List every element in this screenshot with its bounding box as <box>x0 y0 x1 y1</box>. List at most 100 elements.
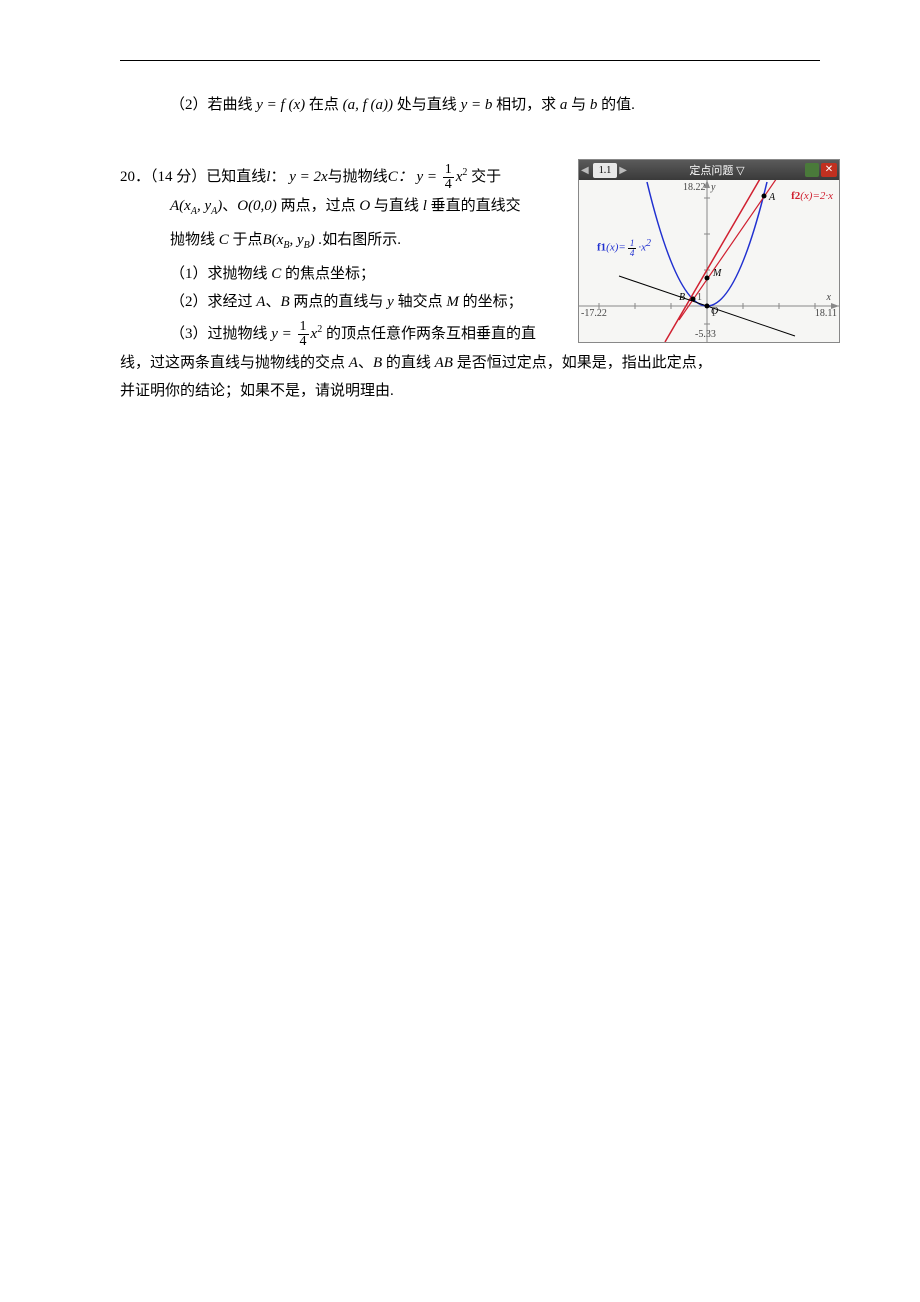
q20-l2: A(xA, yA)、O(0,0) 两点，过点 O 与直线 l 垂直的直线交 <box>120 192 566 226</box>
text: 轴交点 <box>394 294 447 310</box>
nav-right-icon: ▶ <box>617 165 629 176</box>
text: 在点 <box>309 97 339 113</box>
text: 垂直的直线交 <box>427 198 521 214</box>
text: 处与直线 <box>397 97 461 113</box>
var-B: B <box>280 294 289 310</box>
text: 如右图所示. <box>322 232 401 248</box>
q19-line: （2）若曲线 y = f (x) 在点 (a, f (a)) 处与直线 y = … <box>120 91 840 119</box>
x-axis-label: x <box>827 292 831 303</box>
text: 两点，过点 <box>277 198 360 214</box>
y-axis-label: y <box>711 182 715 193</box>
num: 1 <box>443 163 454 178</box>
q20-tail1: 线，过这两条直线与抛物线的交点 A、B 的直线 AB 是否恒过定点，如果是，指出… <box>90 349 840 377</box>
q20-p1: （1）求抛物线 C 的焦点坐标； <box>120 260 566 288</box>
text: 、 <box>265 294 280 310</box>
f2-label: f2(x)=2·x <box>791 190 833 202</box>
q20-p3: （3）过抛物线 y = 14x2 的顶点任意作两条互相垂直的直 <box>120 316 566 349</box>
page: （2）若曲线 y = f (x) 在点 (a, f (a)) 处与直线 y = … <box>0 0 920 465</box>
text: 的坐标； <box>459 294 523 310</box>
fraction: 14 <box>443 163 454 192</box>
text: 与 <box>571 97 590 113</box>
fraction: 14 <box>298 320 309 349</box>
text: 交于 <box>467 169 501 185</box>
eq: y = b <box>461 97 493 113</box>
eq: , y <box>289 232 303 248</box>
text: 、 <box>358 355 373 371</box>
f1-name: f1 <box>597 242 606 254</box>
var-y: y <box>387 294 394 310</box>
text: 相切，求 <box>496 97 560 113</box>
eq: (a, f (a)) <box>343 97 393 113</box>
x-right-label: 18.11 <box>815 308 837 319</box>
qnum: 20． <box>120 169 150 185</box>
num: 1 <box>298 320 309 335</box>
eq: y = f (x) <box>256 97 305 113</box>
var-a: a <box>560 97 568 113</box>
f2-name: f2 <box>791 190 800 202</box>
pt-O: O <box>711 306 718 317</box>
f1-sq: 2 <box>646 238 651 249</box>
figure-titlebar: ◀ 1.1 ▶ 定点问题 ▽ ✕ <box>579 160 839 180</box>
var-O: O <box>359 198 370 214</box>
tab-label: 1.1 <box>593 163 618 178</box>
text: （2）若曲线 <box>170 97 256 113</box>
window-close-icon: ✕ <box>821 163 837 177</box>
window-min-icon <box>805 163 819 177</box>
text: （2）求经过 <box>170 294 256 310</box>
den: 4 <box>628 249 637 258</box>
top-rule <box>120 60 820 61</box>
text: 与抛物线 <box>328 169 388 185</box>
text: 线，过这两条直线与抛物线的交点 <box>120 355 349 371</box>
q20-tail2: 并证明你的结论；如果不是，请说明理由. <box>90 377 840 405</box>
text: 的焦点坐标； <box>281 266 375 282</box>
q20-l1: 20．（14 分）已知直线l： y = 2x与抛物线C： y = 14x2 交于 <box>120 159 566 192</box>
q20-l3: 抛物线 C 于点B(xB, yB) .如右图所示. <box>120 226 566 260</box>
den: 4 <box>298 335 309 349</box>
plot-area: 18.22 y -17.22 18.11 -5.33 x 1 1 f1(x)=1… <box>579 180 839 342</box>
text: 的值. <box>601 97 635 113</box>
var-A: A <box>349 355 358 371</box>
eq: B(x <box>263 232 284 248</box>
var-C: C： <box>388 169 413 185</box>
eq: , y <box>197 198 211 214</box>
eq: A(x <box>170 198 191 214</box>
text: 的直线 <box>382 355 435 371</box>
q20-p2: （2）求经过 A、B 两点的直线与 y 轴交点 M 的坐标； <box>120 288 566 316</box>
eq: O(0,0) <box>237 198 277 214</box>
y-bot-label: -5.33 <box>695 329 716 340</box>
var-M: M <box>446 294 459 310</box>
nav-left-icon: ◀ <box>579 165 591 176</box>
f1-x: ·x <box>638 242 646 254</box>
eq: ) . <box>310 232 323 248</box>
text: 、 <box>222 198 237 214</box>
tick-1y: 1 <box>697 292 702 303</box>
pt-M: M <box>713 268 721 279</box>
x-left-label: -17.22 <box>581 308 607 319</box>
var-C: C <box>219 232 229 248</box>
title-text: 定点问题 <box>689 165 733 177</box>
f1-frac: 14 <box>628 239 637 258</box>
plot-svg <box>579 180 839 342</box>
eq: y = <box>271 326 292 342</box>
pt-B: B <box>679 292 685 303</box>
eq: y = 2x <box>289 169 327 185</box>
den: 4 <box>443 178 454 192</box>
text: ： <box>270 169 285 185</box>
spacer <box>120 119 840 159</box>
figure-title: 定点问题 ▽ <box>629 162 805 178</box>
f1-eq: (x)= <box>606 242 626 254</box>
y-top-label: 18.22 <box>683 182 706 193</box>
text: 两点的直线与 <box>290 294 388 310</box>
text: 的顶点任意作两条互相垂直的直 <box>322 326 536 342</box>
calculator-figure: ◀ 1.1 ▶ 定点问题 ▽ ✕ <box>578 159 840 343</box>
text: 抛物线 <box>170 232 219 248</box>
pts: （14 分） <box>150 169 206 185</box>
text: （1）求抛物线 <box>170 266 271 282</box>
f2-eq: (x)=2·x <box>800 190 833 202</box>
var-C: C <box>271 266 281 282</box>
text: 与直线 <box>370 198 423 214</box>
eq: y = <box>416 169 437 185</box>
q20-text: 20．（14 分）已知直线l： y = 2x与抛物线C： y = 14x2 交于… <box>120 159 566 349</box>
var-b: b <box>590 97 598 113</box>
text: （3）过抛物线 <box>170 326 271 342</box>
